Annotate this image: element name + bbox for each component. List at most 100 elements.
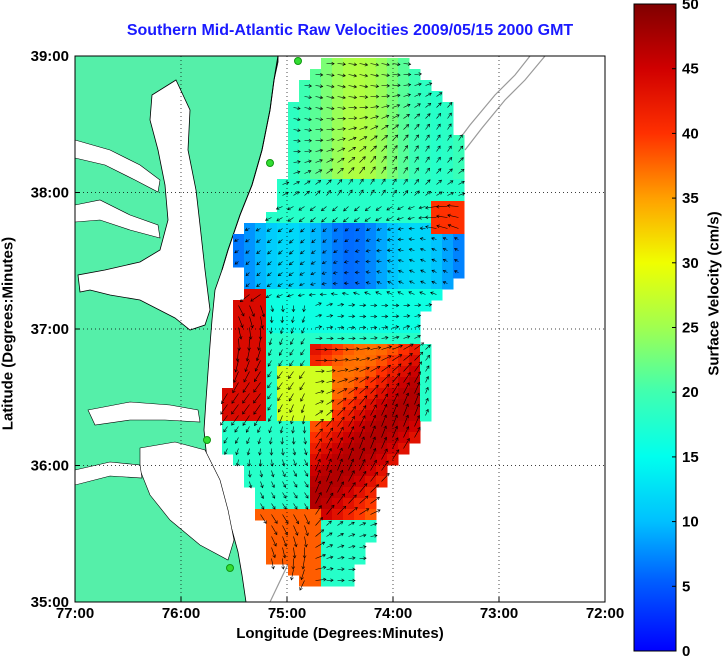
velocity-arrowhead <box>321 541 326 545</box>
velocity-arrowhead <box>308 128 312 132</box>
velocity-arrow <box>299 580 305 591</box>
velocity-arrowhead <box>397 206 401 210</box>
velocity-arrowhead <box>420 258 424 262</box>
velocity-arrow <box>337 437 343 449</box>
velocity-arrow <box>408 291 415 295</box>
velocity-arrow <box>310 206 316 211</box>
speed-cell <box>332 168 344 180</box>
velocity-arrow <box>392 326 399 328</box>
speed-cell <box>442 256 454 268</box>
velocity-arrowhead <box>372 436 376 441</box>
velocity-arrow <box>348 459 354 471</box>
velocity-arrowhead <box>319 517 323 521</box>
velocity-arrow <box>304 180 311 185</box>
velocity-arrowhead <box>377 356 381 360</box>
velocity-arrow <box>458 134 463 141</box>
velocity-arrow <box>359 459 366 471</box>
velocity-arrowhead <box>261 506 265 510</box>
speed-cell <box>420 256 432 268</box>
velocity-arrow <box>299 382 305 390</box>
velocity-arrowhead <box>419 237 424 241</box>
velocity-arrowhead <box>305 506 309 510</box>
velocity-arrow <box>414 351 423 361</box>
velocity-arrowhead <box>386 259 391 263</box>
velocity-arrow <box>403 315 410 317</box>
velocity-arrowhead <box>386 291 390 295</box>
velocity-arrow <box>425 226 437 229</box>
speed-cell <box>365 289 377 301</box>
velocity-arrow <box>235 448 239 455</box>
velocity-arrow <box>238 305 245 317</box>
velocity-arrow <box>304 160 312 163</box>
velocity-arrow <box>231 404 239 415</box>
velocity-arrowhead <box>234 261 239 265</box>
velocity-arrowhead <box>319 72 324 77</box>
velocity-arrowhead <box>244 368 248 373</box>
velocity-arrowhead <box>407 216 411 221</box>
velocity-arrow <box>348 63 357 66</box>
speed-cell <box>453 157 465 169</box>
velocity-arrowhead <box>333 239 337 243</box>
velocity-arrow <box>326 399 335 405</box>
velocity-arrow <box>326 504 335 515</box>
velocity-arrow <box>276 206 283 210</box>
velocity-arrow <box>337 128 346 130</box>
velocity-arrowhead <box>435 204 440 209</box>
y-tick-label: 37:00 <box>31 321 69 338</box>
speed-cell <box>255 223 267 235</box>
speed-cell <box>376 267 388 279</box>
velocity-arrow <box>403 156 408 163</box>
velocity-arrow <box>370 484 379 493</box>
velocity-arrowhead <box>360 178 364 183</box>
velocity-arrowhead <box>272 554 276 559</box>
velocity-arrow <box>348 377 359 383</box>
velocity-arrowhead <box>302 430 307 434</box>
velocity-arrowhead <box>319 138 324 143</box>
velocity-arrowhead <box>241 312 245 317</box>
velocity-arrowhead <box>397 237 401 242</box>
speed-cell <box>299 344 311 356</box>
speed-cell <box>398 421 410 433</box>
speed-cell <box>321 421 333 433</box>
velocity-arrow <box>322 261 327 264</box>
velocity-arrowhead <box>288 261 293 266</box>
speed-cell <box>343 190 355 202</box>
velocity-arrow <box>234 250 239 254</box>
velocity-arrow <box>288 371 294 379</box>
velocity-arrowhead <box>235 358 240 362</box>
velocity-arrowhead <box>354 249 359 253</box>
velocity-arrow <box>392 104 400 108</box>
velocity-arrowhead <box>340 426 344 431</box>
speed-cell <box>365 278 377 290</box>
velocity-arrow <box>436 145 441 152</box>
velocity-arrowhead <box>329 544 334 548</box>
velocity-arrowhead <box>426 365 430 369</box>
velocity-arrowhead <box>365 249 370 253</box>
velocity-arrow <box>268 415 272 422</box>
speed-cell <box>277 190 289 202</box>
velocity-arrowhead <box>372 155 377 160</box>
velocity-arrow <box>337 107 346 109</box>
velocity-arrowhead <box>397 62 401 67</box>
velocity-arrow <box>366 228 371 231</box>
velocity-arrow <box>443 259 448 262</box>
velocity-arrowhead <box>364 95 369 99</box>
velocity-arrow <box>348 368 359 372</box>
velocity-arrowhead <box>267 363 271 367</box>
velocity-arrow <box>326 469 332 482</box>
velocity-arrowhead <box>308 159 312 164</box>
speed-cell <box>398 91 410 103</box>
velocity-arrow <box>299 217 305 222</box>
velocity-arrowhead <box>426 134 430 138</box>
velocity-arrowhead <box>355 238 359 242</box>
velocity-arrowhead <box>255 228 260 232</box>
velocity-arrow <box>315 129 323 131</box>
speed-cell <box>365 443 377 455</box>
velocity-arrowhead <box>295 520 300 525</box>
velocity-arrowhead <box>300 341 304 345</box>
velocity-arrowhead <box>383 403 388 408</box>
colorbar-tick-label: 20 <box>682 384 699 401</box>
velocity-arrowhead <box>311 228 315 233</box>
velocity-arrow <box>458 193 465 196</box>
